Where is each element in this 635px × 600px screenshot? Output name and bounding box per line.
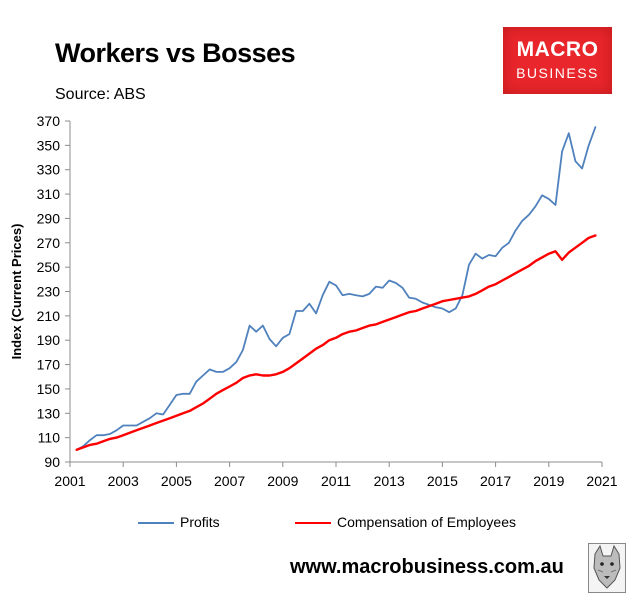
macrobusiness-logo: MACRO BUSINESS [503,27,612,94]
y-tick-label: 370 [37,113,61,129]
wolf-logo-icon [588,543,626,593]
x-tick-label: 2015 [427,473,458,489]
y-tick-label: 90 [44,454,60,470]
website-url: www.macrobusiness.com.au [290,556,564,578]
legend-label-compensation: Compensation of Employees [337,514,516,530]
y-tick-label: 150 [37,381,61,397]
logo-line-1: MACRO [516,38,599,61]
chart-source: Source: ABS [55,86,146,103]
y-axis-label: Index (Current Prices) [9,224,24,360]
x-tick-label: 2011 [321,473,351,489]
x-tick-label: 2021 [586,473,617,489]
y-tick-label: 210 [37,308,61,324]
y-tick-label: 130 [37,405,61,421]
x-tick-label: 2017 [480,473,511,489]
chart-title: Workers vs Bosses [55,38,296,68]
x-tick-label: 2003 [108,473,139,489]
y-tick-label: 230 [37,284,61,300]
logo-line-2: BUSINESS [516,65,599,81]
legend-swatch-compensation [295,522,331,525]
legend-swatch-profits [138,522,174,525]
x-tick-label: 2005 [161,473,192,489]
y-tick-label: 310 [37,186,61,202]
y-tick-label: 330 [37,162,61,178]
y-tick-label: 170 [37,357,61,373]
series-line-profits [75,126,597,451]
y-tick-label: 270 [37,235,61,251]
y-tick-label: 110 [38,430,61,446]
y-tick-label: 350 [37,137,61,153]
y-tick-label: 290 [37,210,61,226]
x-tick-label: 2009 [267,473,298,489]
y-tick-label: 190 [37,332,61,348]
x-tick-label: 2013 [374,473,405,489]
legend-label-profits: Profits [180,514,220,530]
x-tick-label: 2007 [214,473,245,489]
y-tick-label: 250 [37,259,61,275]
legend-item-compensation: Compensation of Employees [295,514,516,530]
x-tick-label: 2001 [54,473,85,489]
legend-item-profits: Profits [138,514,220,530]
series-line-compensation [75,234,597,451]
x-tick-label: 2019 [533,473,564,489]
